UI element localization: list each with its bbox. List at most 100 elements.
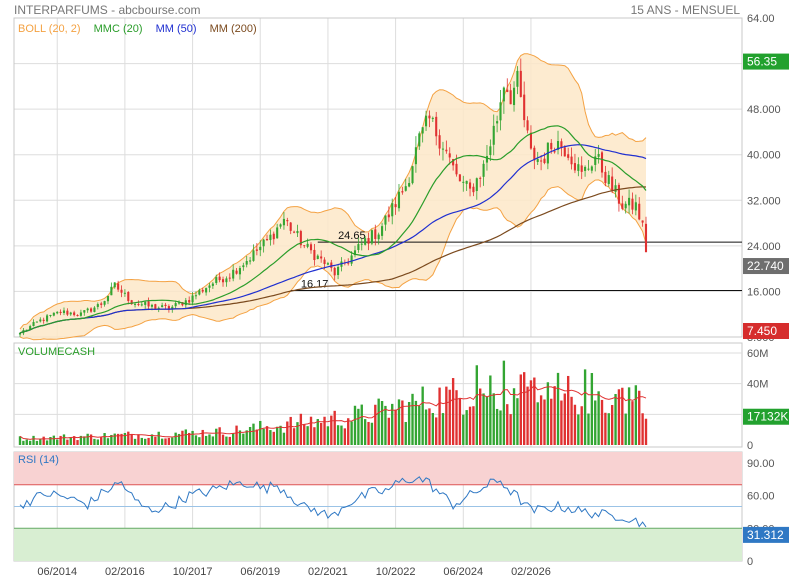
volume-title: VOLUMECASH <box>18 346 96 358</box>
price-tick-label: 48.000 <box>747 104 781 116</box>
volume-bar <box>445 386 448 445</box>
volume-bar <box>326 426 330 445</box>
candle-body <box>347 262 350 264</box>
candle-body <box>523 94 526 121</box>
volume-bar <box>583 369 587 445</box>
volume-bar <box>407 401 411 445</box>
candle-body <box>357 244 360 250</box>
volume-bar <box>39 438 42 445</box>
candle-body <box>381 226 384 236</box>
volume-bar <box>516 398 519 445</box>
candle-body <box>255 249 258 251</box>
candle-body <box>276 227 279 239</box>
volume-bar <box>577 414 580 445</box>
candle-body <box>628 197 631 206</box>
volume-bar <box>404 421 407 445</box>
candle-body <box>110 286 113 296</box>
volume-bar <box>455 390 458 445</box>
candle-body <box>404 186 407 191</box>
rsi-panel <box>14 452 742 561</box>
candle-body <box>69 312 72 315</box>
volume-bar <box>499 410 502 445</box>
volume-bar <box>137 434 140 445</box>
volume-bar <box>177 433 181 445</box>
volume-bar <box>631 401 634 445</box>
candle-body <box>269 234 272 241</box>
legend-mm50: MM (50) <box>155 23 197 35</box>
volume-bar <box>435 417 438 445</box>
volume-bar <box>218 427 221 445</box>
volume-bar <box>313 427 316 445</box>
volume-bar <box>418 405 421 445</box>
volume-bar <box>357 408 360 445</box>
candle-body <box>462 181 465 183</box>
candle-body <box>367 238 370 244</box>
legend-boll: BOLL (20, 2) <box>18 23 81 35</box>
volume-bar <box>458 398 462 445</box>
volume-bar <box>72 436 76 445</box>
price-tick-label: 16.000 <box>747 286 781 298</box>
volume-bar <box>536 402 539 445</box>
panel-frame <box>13 17 743 338</box>
candle-body <box>76 315 79 317</box>
volume-bar <box>133 438 137 445</box>
volume-bar <box>56 439 59 445</box>
candle-body <box>604 171 607 184</box>
candle-body <box>611 176 614 191</box>
candle-body <box>333 267 336 276</box>
volume-bar <box>265 426 269 445</box>
candle-body <box>594 156 597 165</box>
bollinger-upper-value-tag: 56.35 <box>747 55 777 69</box>
candle-body <box>103 301 106 305</box>
volume-bar <box>330 415 333 445</box>
candle-body <box>614 185 617 192</box>
volume-bar <box>428 408 431 445</box>
candle-body <box>177 302 181 304</box>
bollinger-upper-value-tag-bg <box>743 53 789 70</box>
volume-bar <box>245 430 248 445</box>
volume-bar <box>32 435 35 445</box>
volume-bar <box>282 432 286 445</box>
candle-body <box>228 277 231 279</box>
x-tick-label: 10/2022 <box>376 566 416 578</box>
candle-body <box>238 268 241 275</box>
volume-bar <box>120 433 123 445</box>
volume-bar <box>347 418 350 445</box>
volume-bar <box>184 429 187 445</box>
volume-bar <box>316 419 319 445</box>
volume-bar <box>130 434 133 445</box>
candle-body <box>86 308 89 311</box>
candle-body <box>438 135 441 149</box>
candle-body <box>106 295 110 302</box>
volume-bar <box>279 425 282 445</box>
candle-body <box>472 186 475 193</box>
candle-body <box>567 154 570 158</box>
volume-bar <box>323 416 326 445</box>
volume-bar <box>367 421 370 445</box>
candle-body <box>425 115 428 127</box>
candle-body <box>418 133 421 147</box>
candle-body <box>62 310 66 314</box>
volume-bar <box>49 437 52 445</box>
candle-body <box>279 224 282 227</box>
volume-bar <box>502 360 506 445</box>
candle-body <box>638 203 641 220</box>
axes: 64.0056.0048.00040.00032.00024.00016.000… <box>37 13 789 578</box>
x-tick-label: 06/2024 <box>443 566 483 578</box>
x-tick-label: 10/2017 <box>173 566 213 578</box>
bollinger-lower-line <box>19 179 647 341</box>
bollinger-upper-line <box>19 53 647 330</box>
candle-body <box>577 164 580 171</box>
volume-bar <box>211 436 215 445</box>
candle-body <box>303 245 306 247</box>
candle-body <box>401 191 404 193</box>
candle-body <box>468 182 472 189</box>
candle-body <box>309 244 313 251</box>
rsi-last-value-tag: 31.312 <box>747 528 784 542</box>
candle-body <box>519 70 522 97</box>
volume-bar <box>401 400 404 445</box>
candle-body <box>526 120 529 131</box>
candle-body <box>198 290 201 295</box>
